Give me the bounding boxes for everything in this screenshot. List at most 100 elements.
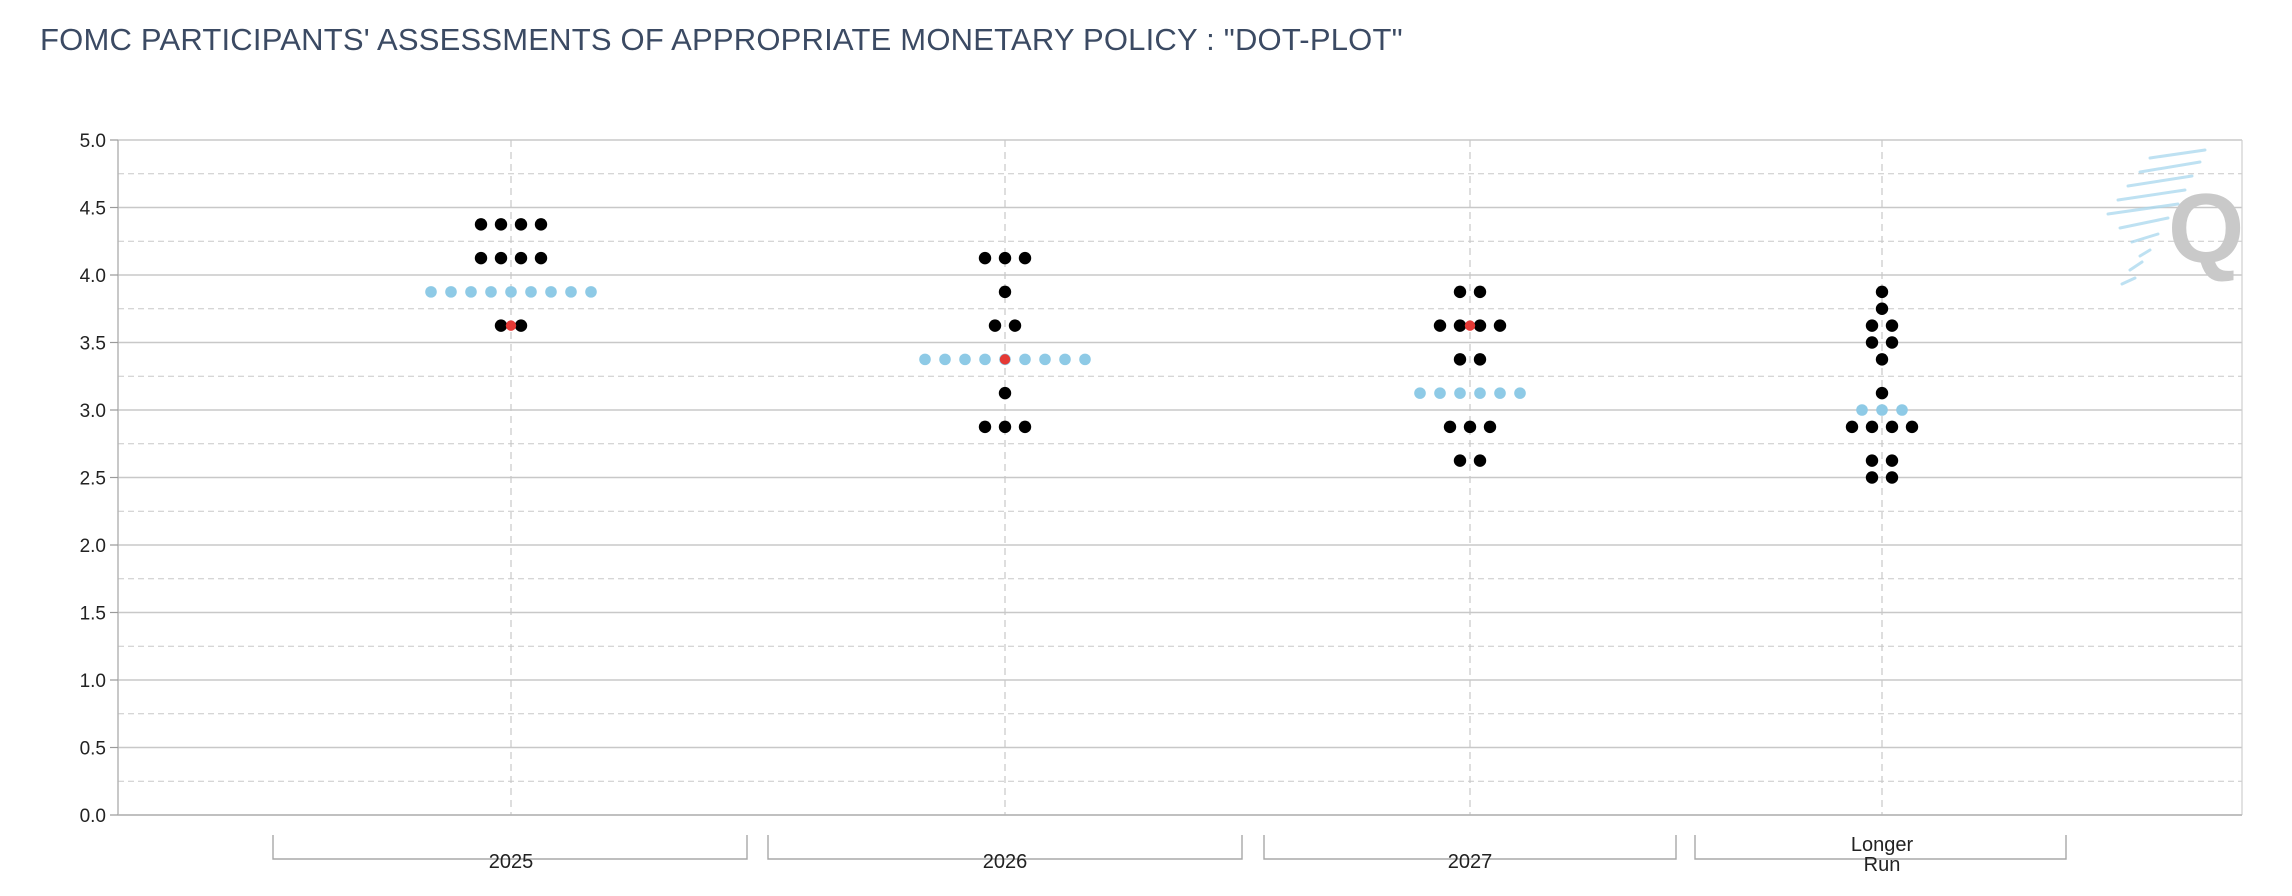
previous-median-dot [939, 353, 951, 366]
watermark-stripe [2126, 174, 2194, 188]
previous-median-dot [1059, 353, 1071, 366]
participant-dot [1875, 386, 1889, 400]
previous-median-dot [1494, 387, 1506, 399]
participant-dot [1885, 454, 1899, 467]
y-tick-label: 3.0 [80, 401, 106, 422]
participant-dot [1453, 285, 1467, 299]
participant-dot [1453, 353, 1467, 366]
watermark-letter: Q [2168, 173, 2244, 283]
participant-dot [1875, 285, 1889, 299]
category-label: Longer [1851, 834, 1914, 856]
watermark-stripe [2138, 160, 2202, 174]
participant-dot [1845, 420, 1859, 434]
watermark-stripe [2148, 148, 2207, 160]
participant-dot [1433, 319, 1447, 332]
participant-dot [988, 319, 1002, 332]
participant-dot [1885, 471, 1899, 484]
previous-median-dot [1434, 387, 1446, 399]
participant-dot [998, 420, 1012, 434]
watermark-stripe [2130, 232, 2160, 244]
participant-dot [978, 251, 992, 265]
participant-dot [1453, 454, 1467, 467]
y-axis-ticks: 0.0 0.5 1.0 1.5 2.0 2.5 3.0 3.5 4.0 4.5 5.0 [80, 131, 118, 827]
participant-dot [1865, 420, 1879, 434]
median-dot [505, 320, 517, 331]
participant-dot [998, 251, 1012, 265]
y-tick-label: 1.5 [80, 604, 106, 625]
participant-dot [1865, 336, 1879, 349]
previous-median-dot [525, 286, 537, 298]
y-tick-label: 2.5 [80, 469, 106, 490]
participant-dot [1885, 336, 1899, 349]
category-bracket [767, 835, 1243, 860]
category-label: 2026 [983, 851, 1028, 873]
participant-dot [1865, 319, 1879, 332]
chart-title: FOMC PARTICIPANTS' ASSESSMENTS OF APPROP… [40, 22, 1403, 57]
previous-median-dots [425, 286, 1908, 416]
watermark-stripe [2120, 276, 2137, 286]
participant-dot [1875, 302, 1889, 315]
participant-dots [474, 218, 1919, 484]
participant-dot [534, 251, 548, 265]
previous-median-dot [919, 353, 931, 366]
previous-median-dot [1856, 404, 1868, 416]
participant-dot [474, 218, 488, 231]
participant-dot [998, 386, 1012, 400]
participant-dot [1885, 319, 1899, 332]
participant-dot [474, 251, 488, 265]
y-tick-label: 5.0 [80, 131, 106, 152]
category-label: Run [1864, 854, 1901, 876]
participant-dot [1865, 471, 1879, 484]
participant-dot [1463, 420, 1477, 434]
previous-median-dot [485, 286, 497, 298]
previous-median-dot [1019, 353, 1031, 366]
median-dot [999, 354, 1011, 365]
participant-dot [1453, 319, 1467, 332]
participant-dot [1018, 251, 1032, 265]
participant-dot [514, 251, 528, 265]
previous-median-dot [545, 286, 557, 298]
y-tick-label: 4.5 [80, 199, 106, 220]
participant-dot [998, 285, 1012, 299]
participant-dot [1885, 420, 1899, 434]
previous-median-dot [959, 353, 971, 366]
participant-dot [1493, 319, 1507, 332]
category-bracket [1694, 835, 2067, 860]
participant-dot [1473, 454, 1487, 467]
previous-median-dot [1454, 387, 1466, 399]
participant-dot [494, 218, 508, 231]
participant-dot [1483, 420, 1497, 434]
previous-median-dot [1876, 404, 1888, 416]
participant-dot [978, 420, 992, 434]
participant-dot [514, 218, 528, 231]
grid-layer [117, 139, 2243, 816]
participant-dot [1473, 319, 1487, 332]
participant-dot [1865, 454, 1879, 467]
previous-median-dot [465, 286, 477, 298]
previous-median-dot [1514, 387, 1526, 399]
watermark-stripe [2138, 248, 2152, 258]
participant-dot [494, 319, 508, 332]
previous-median-dot [505, 286, 517, 298]
category-label: 2025 [489, 851, 534, 873]
participant-dot [514, 319, 528, 332]
previous-median-dot [1414, 387, 1426, 399]
y-tick-label: 2.0 [80, 536, 106, 557]
previous-median-dot [979, 353, 991, 366]
watermark-stripe [2116, 188, 2187, 202]
median-dot [1464, 320, 1476, 331]
previous-median-dot [445, 286, 457, 298]
watermark-stripe [2118, 216, 2170, 230]
y-tick-label: 3.5 [80, 334, 106, 355]
participant-dot [1905, 420, 1919, 434]
y-tick-label: 4.0 [80, 266, 106, 287]
watermark-stripe [2128, 260, 2144, 272]
previous-median-dot [1896, 404, 1908, 416]
category-brackets [272, 835, 2067, 860]
previous-median-dot [585, 286, 597, 298]
previous-median-dot [425, 286, 437, 298]
watermark-logo: Q [2106, 148, 2244, 286]
participant-dot [1473, 353, 1487, 366]
